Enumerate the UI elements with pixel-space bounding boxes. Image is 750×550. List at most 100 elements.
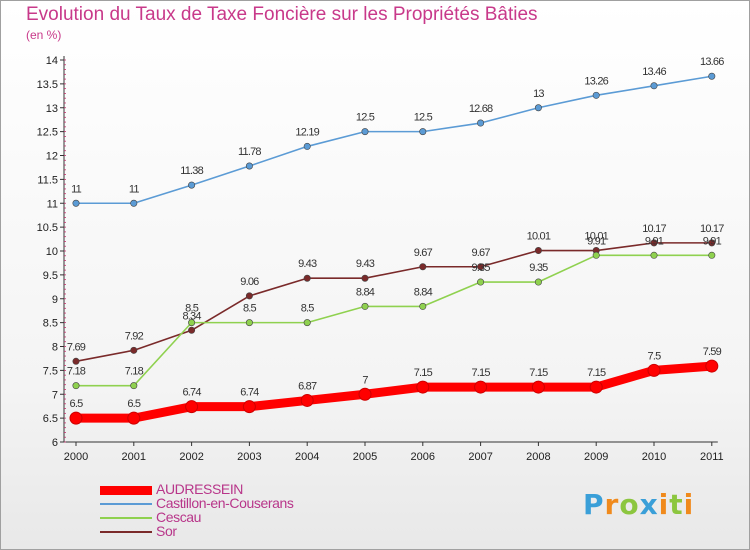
- legend-swatch: [100, 517, 152, 519]
- data-label: 13.66: [700, 56, 724, 68]
- data-point: [708, 251, 716, 259]
- data-point: [130, 346, 138, 354]
- data-point: [361, 274, 369, 282]
- data-point: [245, 319, 253, 327]
- y-tick-label: 11.5: [37, 174, 58, 186]
- data-label: 9.91: [645, 235, 664, 247]
- y-tick-label: 13: [46, 103, 58, 115]
- legend-swatch: [100, 485, 152, 495]
- data-label: 9.67: [471, 247, 490, 259]
- data-label: 9.35: [529, 262, 548, 274]
- data-label: 7.18: [125, 366, 144, 378]
- y-tick-label: 12.5: [37, 127, 58, 139]
- data-point: [188, 319, 196, 327]
- data-point: [419, 128, 427, 136]
- data-point: [708, 72, 716, 80]
- data-label: 7.18: [67, 366, 86, 378]
- data-label: 8.84: [356, 286, 375, 298]
- data-point: [647, 363, 661, 377]
- data-label: 11: [71, 183, 82, 195]
- data-label: 12.5: [356, 112, 375, 124]
- data-label: 7: [362, 374, 368, 386]
- data-label: 12.19: [295, 126, 319, 138]
- data-label: 7.5: [648, 350, 662, 362]
- logo-letter: P: [583, 488, 605, 521]
- data-point: [358, 387, 372, 401]
- y-tick-label: 7: [52, 389, 58, 401]
- data-point: [361, 302, 369, 310]
- data-point: [300, 393, 314, 407]
- y-tick-label: 7.5: [43, 365, 58, 377]
- data-point: [419, 302, 427, 310]
- y-tick-label: 6.5: [43, 413, 58, 425]
- data-label: 13: [533, 88, 544, 100]
- data-label: 9.43: [298, 258, 317, 270]
- data-label: 12.5: [414, 112, 433, 124]
- data-point: [130, 199, 138, 207]
- y-tick-label: 8.5: [43, 318, 58, 330]
- data-point: [477, 119, 485, 127]
- y-tick-label: 10.5: [37, 222, 58, 234]
- data-point: [185, 400, 199, 414]
- x-tick-label: 2008: [526, 451, 550, 463]
- data-label: 13.46: [642, 66, 666, 78]
- data-label: 8.5: [301, 303, 315, 315]
- data-point: [303, 319, 311, 327]
- x-tick-label: 2002: [179, 451, 203, 463]
- logo-letter: r: [604, 488, 620, 521]
- data-point: [592, 251, 600, 259]
- data-label: 10.17: [700, 223, 724, 235]
- x-tick-label: 2004: [295, 451, 319, 463]
- x-tick-label: 2006: [411, 451, 435, 463]
- data-point: [477, 278, 485, 286]
- logo-letter: i: [658, 488, 670, 521]
- data-point: [534, 247, 542, 255]
- y-tick-label: 14: [46, 55, 58, 67]
- data-point: [361, 128, 369, 136]
- data-label: 6.74: [182, 387, 201, 399]
- data-label: 9.91: [703, 235, 722, 247]
- x-tick-label: 2007: [468, 451, 492, 463]
- data-point: [188, 181, 196, 189]
- data-point: [592, 91, 600, 99]
- data-point: [589, 380, 603, 394]
- data-label: 8.5: [243, 303, 257, 315]
- data-label: 9.67: [414, 247, 433, 259]
- data-point: [127, 411, 141, 425]
- data-label: 7.69: [67, 341, 86, 353]
- data-point: [534, 104, 542, 112]
- legend-label: Cescau: [156, 509, 202, 525]
- data-label: 10.01: [527, 231, 551, 243]
- data-label: 7.15: [414, 367, 433, 379]
- data-point: [188, 326, 196, 334]
- legend-label: Castillon-en-Couserans: [156, 495, 294, 511]
- y-tick-label: 8: [52, 342, 58, 354]
- data-label: 7.92: [125, 330, 144, 342]
- series-line-castillon-en-couserans: [75, 75, 713, 205]
- logo-letter: o: [619, 488, 640, 521]
- data-label: 13.26: [584, 75, 608, 87]
- data-point: [245, 162, 253, 170]
- y-tick-label: 10: [46, 246, 58, 258]
- data-label: 12.68: [469, 103, 493, 115]
- x-tick-label: 2011: [700, 451, 724, 463]
- data-label: 11: [129, 183, 140, 195]
- data-label: 7.15: [587, 367, 606, 379]
- data-label: 6.5: [70, 398, 84, 410]
- y-tick-label: 12: [46, 151, 58, 163]
- series-line-cescau: [75, 254, 713, 387]
- data-label: 9.43: [356, 258, 375, 270]
- data-label: 8.84: [414, 286, 433, 298]
- chart-title: Evolution du Taux de Taxe Foncière sur l…: [26, 4, 538, 25]
- data-label: 9.35: [471, 262, 490, 274]
- data-point: [474, 380, 488, 394]
- y-tick-label: 11: [47, 198, 58, 210]
- x-tick-label: 2000: [64, 451, 88, 463]
- data-label: 8.34: [182, 310, 201, 322]
- data-point: [303, 274, 311, 282]
- legend-swatch: [100, 531, 152, 533]
- chart-subtitle: (en %): [26, 28, 62, 42]
- data-point: [650, 251, 658, 259]
